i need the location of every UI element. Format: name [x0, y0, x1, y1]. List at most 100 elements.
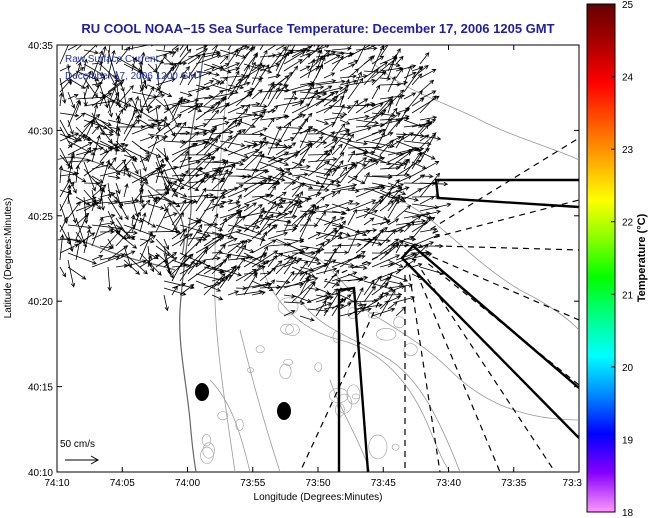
current-arrow	[283, 300, 306, 306]
current-arrow	[171, 282, 187, 289]
current-arrow	[131, 56, 144, 65]
current-arrow	[227, 45, 232, 51]
current-arrow	[107, 143, 119, 149]
current-arrow	[171, 212, 184, 233]
current-arrow	[211, 135, 233, 156]
current-arrow	[379, 136, 402, 149]
current-arrow	[267, 185, 277, 198]
current-arrow	[363, 292, 390, 310]
current-arrow	[139, 238, 155, 244]
current-arrow	[131, 161, 139, 175]
current-arrow	[411, 118, 430, 142]
depth-contour	[299, 299, 461, 472]
current-arrow	[259, 45, 264, 51]
current-arrow	[203, 51, 221, 58]
current-arrow	[251, 127, 268, 135]
current-arrow	[299, 281, 316, 303]
current-arrow	[147, 134, 159, 163]
current-arrow	[123, 147, 150, 161]
current-arrow	[395, 135, 404, 149]
current-arrow	[179, 45, 189, 58]
current-arrow	[395, 188, 423, 205]
contour-blob	[202, 442, 215, 459]
current-arrow	[315, 175, 341, 184]
current-arrow	[363, 161, 380, 170]
current-arrow	[323, 227, 338, 240]
y-tick-label: 40:20	[28, 297, 53, 308]
current-arrow	[403, 65, 423, 93]
current-arrow	[291, 190, 303, 212]
current-arrow	[331, 55, 344, 72]
current-arrow	[147, 137, 167, 149]
current-arrow	[387, 280, 404, 286]
current-arrow	[283, 193, 300, 212]
current-arrow	[323, 86, 344, 93]
current-arrow	[163, 175, 178, 198]
current-arrow	[115, 231, 138, 249]
current-arrow	[83, 161, 105, 177]
radial-line	[408, 274, 441, 472]
current-arrow	[251, 104, 268, 109]
current-arrow	[411, 66, 424, 72]
current-arrow	[339, 140, 369, 153]
current-arrow	[59, 112, 80, 118]
current-arrow	[275, 172, 285, 184]
current-arrow	[379, 45, 389, 51]
current-arrow	[171, 47, 179, 58]
x-tick-label: 73:35	[501, 478, 526, 489]
current-arrow	[419, 133, 436, 163]
current-arrow	[419, 115, 438, 121]
current-arrow	[147, 189, 158, 203]
buoy-marker	[195, 383, 209, 401]
current-arrow	[315, 229, 339, 240]
current-arrow	[203, 188, 229, 193]
current-arrow	[123, 259, 140, 275]
current-arrow	[379, 45, 389, 58]
current-arrow	[75, 175, 87, 183]
current-arrow	[395, 189, 407, 195]
current-arrow	[355, 158, 373, 177]
current-arrow	[323, 191, 337, 198]
current-arrow	[403, 258, 417, 268]
current-arrow	[195, 280, 222, 292]
current-arrow	[275, 197, 283, 212]
current-arrow	[91, 119, 114, 133]
current-vectors	[58, 45, 452, 322]
current-arrow	[355, 287, 364, 303]
current-arrow	[299, 45, 313, 51]
current-arrow	[315, 287, 331, 295]
current-arrow	[139, 212, 147, 233]
current-arrow	[235, 194, 242, 205]
current-arrow	[67, 196, 77, 224]
current-arrow	[347, 175, 358, 184]
current-arrow	[67, 266, 87, 280]
current-arrow	[187, 52, 206, 79]
contour-blob	[280, 323, 294, 335]
current-arrow	[251, 207, 265, 233]
current-arrow	[275, 279, 291, 285]
current-arrow	[259, 252, 284, 268]
current-arrow	[235, 204, 250, 212]
current-arrow	[371, 275, 382, 289]
current-arrow	[75, 45, 98, 65]
current-arrow	[355, 209, 379, 219]
current-arrow	[339, 294, 352, 303]
current-arrow	[251, 193, 275, 198]
current-arrow	[355, 119, 380, 125]
current-arrow	[115, 46, 131, 65]
current-arrow	[211, 63, 225, 70]
current-arrow	[347, 77, 364, 100]
current-arrow	[419, 174, 434, 179]
current-arrow	[59, 67, 85, 86]
current-arrow	[267, 260, 283, 275]
current-arrow	[67, 184, 72, 205]
contour-blob	[279, 363, 292, 380]
legend-line-2: December 17, 2006 1200 GMT	[65, 71, 203, 82]
current-arrow	[131, 56, 137, 72]
current-arrow	[299, 315, 315, 322]
current-arrow	[323, 288, 339, 303]
current-arrow	[171, 259, 188, 267]
current-arrow	[171, 45, 183, 51]
current-arrow	[75, 45, 83, 51]
current-arrow	[147, 252, 159, 260]
